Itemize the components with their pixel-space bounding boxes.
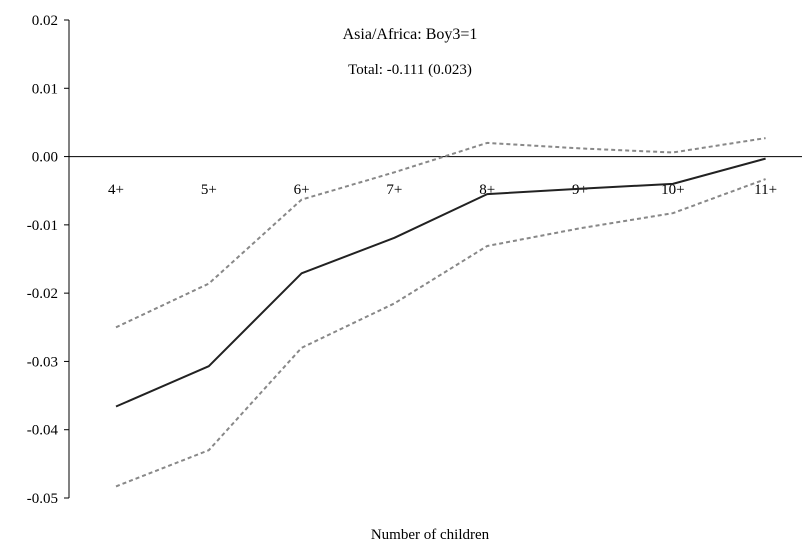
y-tick-label: 0.02 bbox=[32, 13, 58, 29]
y-tick-label: 0.01 bbox=[32, 81, 58, 97]
x-tick-label: 7+ bbox=[386, 182, 402, 198]
x-tick-labels: 4+ 5+ 6+ 7+ 8+ 9+ 10+ 11+ bbox=[108, 182, 777, 198]
x-tick-label: 4+ bbox=[108, 182, 124, 198]
y-tick-label: -0.03 bbox=[27, 354, 58, 370]
x-tick-label: 5+ bbox=[201, 182, 217, 198]
x-tick-label: 11+ bbox=[754, 182, 777, 198]
y-tick-label: -0.04 bbox=[27, 423, 59, 439]
estimate-line bbox=[115, 157, 766, 408]
y-tick-label: 0.00 bbox=[32, 150, 58, 166]
y-tick-label: -0.05 bbox=[27, 491, 58, 507]
x-tick-label: 9+ bbox=[572, 182, 588, 198]
confidence-band-line bbox=[115, 137, 766, 329]
x-tick-label: 10+ bbox=[661, 182, 684, 198]
y-tick-label: -0.01 bbox=[27, 218, 58, 234]
series-layer bbox=[115, 137, 766, 488]
x-tick-label: 6+ bbox=[294, 182, 310, 198]
chart-subtitle: Total: -0.111 (0.023) bbox=[348, 62, 472, 78]
x-tick-label: 8+ bbox=[479, 182, 495, 198]
confidence-band-line bbox=[115, 178, 766, 488]
x-axis-label: Number of children bbox=[371, 527, 490, 543]
chart-title: Asia/Africa: Boy3=1 bbox=[343, 26, 478, 43]
y-tick-label: -0.02 bbox=[27, 286, 58, 302]
y-axis: 0.02 0.01 0.00 -0.01 -0.02 -0.03 -0.04 -0.05 bbox=[27, 13, 70, 507]
